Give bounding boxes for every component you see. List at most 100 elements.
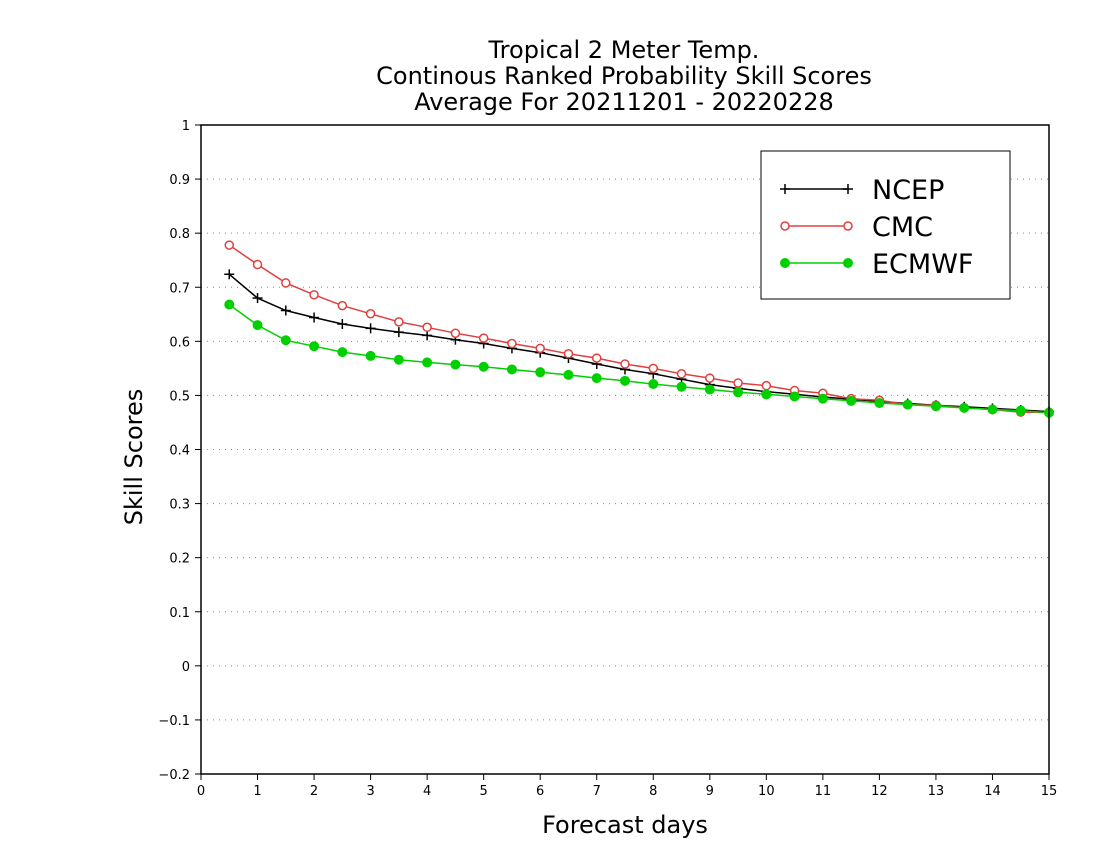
x-tick-label: 5: [480, 784, 488, 799]
data-point: [337, 347, 348, 358]
data-point: [930, 401, 941, 412]
data-point: [874, 397, 885, 408]
data-point: [224, 240, 235, 250]
data-point: [252, 259, 263, 270]
y-axis-label: Skill Scores: [120, 389, 148, 526]
y-tick-label: 0.9: [169, 173, 190, 188]
legend-box: [760, 150, 1011, 300]
data-point: [478, 333, 489, 343]
data-point: [591, 373, 602, 384]
data-point: [1015, 405, 1026, 416]
data-point: [591, 353, 602, 363]
title-line-1: Tropical 2 Meter Temp.: [488, 36, 760, 64]
x-axis-label: Forecast days: [542, 811, 708, 839]
data-point: [309, 341, 320, 352]
x-tick-label: 4: [423, 784, 431, 799]
title-line-2: Continous Ranked Probability Skill Score…: [376, 62, 872, 90]
data-point: [761, 380, 772, 391]
y-tick-label: 0.6: [169, 335, 190, 350]
data-point: [535, 367, 546, 378]
y-tick-label: 0.7: [169, 281, 190, 296]
y-tick-label: −0.1: [158, 714, 190, 729]
data-point: [506, 364, 517, 375]
x-tick-label: 0: [197, 784, 205, 799]
x-tick-label: 13: [928, 784, 945, 799]
legend: NCEP CMC ECMWF: [760, 150, 1011, 300]
series-line: [228, 303, 1050, 414]
legend-item-cmc: CMC: [780, 212, 933, 243]
data-point: [620, 375, 630, 386]
x-tick-label: 15: [1041, 784, 1058, 799]
data-point: [902, 399, 913, 410]
x-tick-label: 11: [815, 784, 832, 799]
data-point: [676, 381, 687, 392]
data-point: [817, 393, 828, 404]
series-ecmwf: [224, 299, 1054, 418]
data-point: [478, 361, 489, 372]
data-point: [620, 359, 630, 369]
data-point: [761, 389, 772, 400]
data-point: [422, 322, 432, 333]
legend-label: NCEP: [872, 175, 944, 206]
data-point: [450, 328, 461, 338]
title-line-3: Average For 20211201 - 20220228: [414, 88, 834, 116]
data-point: [705, 373, 715, 383]
data-point: [648, 363, 659, 374]
x-tick-label: 14: [984, 784, 1001, 799]
data-point: [843, 221, 853, 231]
data-point: [789, 391, 800, 402]
y-tick-label: 0.8: [169, 227, 190, 242]
x-tick-label: 8: [649, 784, 657, 799]
x-tick-label: 10: [758, 784, 775, 799]
y-tick-label: −0.2: [158, 768, 190, 783]
data-point: [733, 387, 744, 398]
data-point: [959, 402, 970, 413]
x-tick-label: 1: [253, 784, 261, 799]
data-point: [563, 369, 574, 380]
data-point: [309, 290, 319, 300]
data-point: [450, 359, 461, 370]
x-tick-label: 7: [593, 784, 601, 799]
y-tick-label: 0.2: [169, 552, 190, 567]
data-point: [648, 379, 659, 390]
y-tick-label: 0.4: [169, 444, 190, 459]
y-tick-label: 1: [182, 119, 190, 134]
data-point: [676, 369, 687, 379]
data-point: [987, 404, 998, 415]
x-tick-label: 2: [310, 784, 318, 799]
data-point: [337, 300, 348, 311]
x-axis: 0 1 2 3 4 5 6 7 8 9 10 11 12 13 14 15: [197, 774, 1057, 799]
data-point: [704, 384, 715, 395]
x-tick-label: 3: [366, 784, 374, 799]
data-point: [780, 258, 790, 268]
data-point: [780, 221, 790, 231]
data-point: [507, 338, 517, 349]
legend-item-ecmwf: ECMWF: [780, 249, 973, 280]
data-point: [393, 354, 404, 365]
data-point: [422, 357, 433, 368]
data-point: [281, 278, 291, 288]
data-point: [535, 343, 545, 354]
series-layer: [224, 240, 1054, 418]
legend-label: ECMWF: [872, 249, 973, 280]
y-tick-label: 0.3: [169, 498, 190, 513]
data-point: [365, 309, 376, 319]
data-point: [733, 378, 743, 388]
data-point: [252, 320, 263, 331]
y-tick-label: 0.5: [169, 389, 190, 404]
x-tick-label: 12: [871, 784, 888, 799]
legend-label: CMC: [872, 212, 933, 243]
chart-title: Tropical 2 Meter Temp. Continous Ranked …: [376, 36, 872, 116]
y-tick-label: 0: [182, 660, 190, 675]
data-point: [394, 317, 404, 327]
x-tick-label: 6: [536, 784, 544, 799]
data-point: [843, 258, 853, 268]
y-tick-label: 0.1: [169, 606, 190, 621]
data-point: [846, 395, 857, 406]
data-point: [563, 349, 574, 359]
data-point: [365, 350, 376, 361]
data-point: [280, 335, 291, 346]
x-tick-label: 9: [706, 784, 714, 799]
data-point: [224, 299, 235, 310]
